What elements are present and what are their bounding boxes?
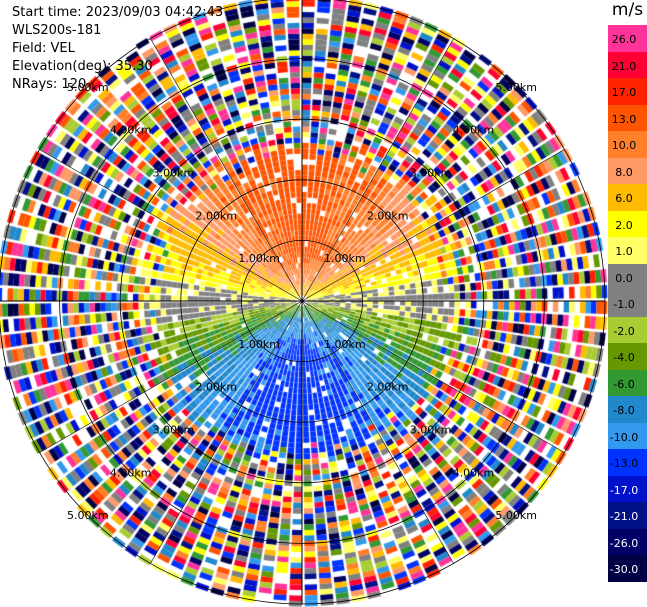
colorbar-swatch	[608, 449, 647, 476]
colorbar-tick-label: -30.0	[609, 563, 639, 576]
colorbar-swatch	[608, 51, 647, 79]
colorbar-tick-label: -17.0	[609, 483, 639, 497]
colorbar-tick-label: -4.0	[613, 351, 635, 364]
colorbar-swatch	[608, 528, 647, 556]
ring-label: 4.00km	[453, 466, 495, 479]
instrument-label: WLS200s-181	[12, 23, 102, 38]
start-time-label: Start time: 2023/09/03 04:42:43	[12, 5, 224, 20]
azimuth-spoke	[301, 38, 454, 302]
colorbar-swatch	[608, 237, 647, 264]
colorbar-tick-label: -26.0	[609, 536, 639, 550]
colorbar-tick-label: 2.0	[615, 218, 633, 232]
colorbar-swatch	[608, 343, 647, 370]
ring-label: 1.00km	[238, 338, 280, 351]
elevation-label: Elevation(deg): 35.30	[12, 59, 153, 74]
colorbar-tick-label: 17.0	[611, 86, 637, 99]
colorbar-unit: m/s	[611, 0, 644, 20]
colorbar-swatch	[608, 263, 647, 291]
colorbar-tick-label: -6.0	[613, 377, 635, 391]
colorbar-tick-label: -2.0	[613, 324, 635, 338]
colorbar-swatch	[608, 502, 647, 529]
colorbar-tick-label: 6.0	[615, 192, 633, 205]
ring-label: 3.00km	[410, 424, 452, 437]
colorbar-swatch	[608, 316, 647, 344]
ring-label: 3.00km	[410, 166, 452, 179]
colorbar-swatch	[608, 104, 647, 132]
ring-label: 4.00km	[110, 466, 152, 479]
colorbar-tick-label: 10.0	[611, 139, 637, 152]
colorbar-swatch	[608, 78, 647, 105]
colorbar-swatch	[608, 131, 647, 158]
ring-label: 4.00km	[110, 124, 152, 137]
colorbar-swatch	[608, 422, 647, 450]
ring-label: 3.00km	[153, 166, 195, 179]
ring-label: 1.00km	[324, 338, 366, 351]
colorbar-swatch	[608, 210, 647, 238]
azimuth-spoke	[39, 300, 303, 453]
colorbar-swatch	[608, 369, 647, 397]
nrays-label: NRays: 120	[12, 77, 87, 92]
ring-label: 2.00km	[367, 209, 409, 222]
colorbar-tick-label: -21.0	[609, 510, 639, 523]
ring-label: 2.00km	[367, 381, 409, 394]
colorbar-tick-label: 26.0	[611, 33, 637, 46]
colorbar-swatch	[608, 475, 647, 503]
colorbar-tick-label: -13.0	[609, 457, 639, 470]
ring-label: 1.00km	[324, 252, 366, 265]
colorbar-swatch	[608, 157, 647, 185]
ring-label: 3.00km	[153, 424, 195, 437]
ring-label: 4.00km	[453, 124, 495, 137]
colorbar-tick-label: -8.0	[613, 404, 635, 417]
azimuth-spoke	[150, 38, 303, 302]
colorbar-swatch	[608, 184, 647, 211]
colorbar-tick-label: 21.0	[611, 59, 637, 73]
ring-label: 5.00km	[495, 81, 537, 94]
azimuth-spoke	[301, 149, 565, 302]
colorbar-swatch	[608, 555, 647, 582]
ring-label: 1.00km	[238, 252, 280, 265]
colorbar-swatch	[608, 290, 647, 317]
ring-label: 5.00km	[67, 509, 109, 522]
ring-label: 5.00km	[67, 81, 109, 94]
azimuth-spoke	[301, 300, 565, 453]
field-label: Field: VEL	[12, 41, 75, 56]
colorbar-swatch	[608, 25, 647, 52]
ring-label: 5.00km	[495, 509, 537, 522]
azimuth-spoke	[150, 300, 303, 564]
ring-label: 2.00km	[196, 209, 238, 222]
colorbar-tick-label: -10.0	[609, 430, 639, 444]
colorbar-tick-label: 1.0	[615, 245, 633, 258]
ring-label: 2.00km	[196, 381, 238, 394]
colorbar-tick-label: 0.0	[615, 271, 633, 285]
colorbar-tick-label: -1.0	[613, 298, 635, 311]
azimuth-spoke	[301, 300, 454, 564]
colorbar-swatch	[608, 396, 647, 423]
colorbar-tick-label: 8.0	[615, 165, 633, 179]
colorbar-tick-label: 13.0	[611, 112, 637, 126]
azimuth-spoke	[39, 149, 303, 302]
